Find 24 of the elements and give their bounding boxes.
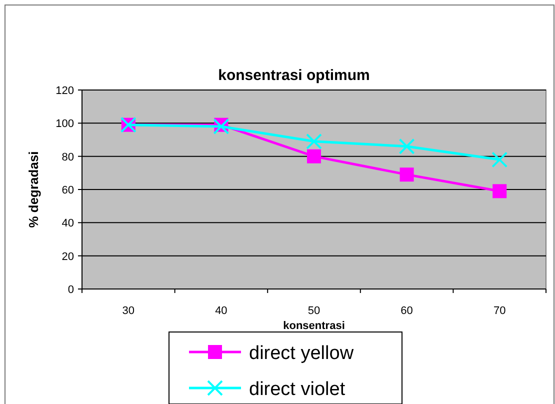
y-tick-label: 20: [62, 250, 74, 263]
x-tick-label: 40: [215, 305, 228, 317]
y-tick-label: 100: [56, 118, 74, 130]
x-tick-label: 60: [400, 305, 413, 317]
point: [398, 138, 415, 154]
x-axis-title: konsentrasi: [283, 320, 345, 332]
point: [492, 152, 508, 168]
chart-title: konsentrasi optimum: [218, 67, 370, 84]
y-tick-label: 60: [62, 184, 74, 196]
y-tick-label: 80: [62, 151, 74, 164]
point: [492, 184, 507, 198]
point: [307, 149, 321, 164]
y-tick-label: 40: [62, 218, 74, 230]
y-tick-label: 120: [56, 85, 74, 97]
point: [306, 133, 322, 150]
y-tick-label: 0: [68, 284, 74, 296]
legend-label: direct yellow: [249, 343, 354, 364]
x-tick-label: 30: [122, 305, 135, 317]
point: [213, 118, 230, 134]
legend-label: direct violet: [249, 379, 346, 400]
point: [400, 168, 414, 182]
y-axis-title: % degradasi: [26, 151, 41, 228]
x-tick-label: 70: [493, 305, 506, 317]
x-tick-label: 50: [308, 305, 320, 317]
